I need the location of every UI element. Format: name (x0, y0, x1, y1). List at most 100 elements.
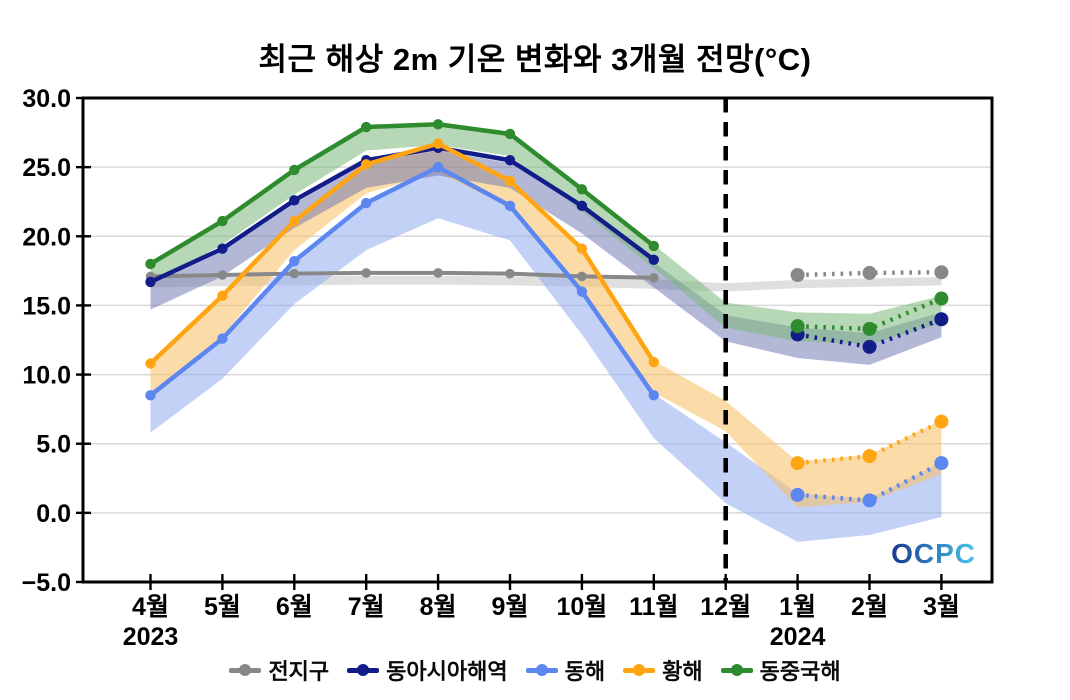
y-tick-label: 15.0 (22, 292, 71, 320)
legend-line-marker-global (229, 664, 262, 676)
x-tick-label: 12월 (700, 593, 751, 621)
observed-line-yellow-sea (148, 141, 657, 366)
legend-label-global: 전지구 (268, 659, 330, 684)
legend-dot-global (239, 664, 252, 676)
observed-point-east-asia-seas (576, 200, 588, 212)
legend-line-marker-yellow-sea (623, 664, 656, 676)
observed-point-east-sea (145, 390, 156, 401)
observed-point-east-china-sea (432, 119, 444, 130)
observed-point-yellow-sea (289, 215, 300, 227)
x-tick-label: 3월 (923, 593, 960, 621)
x-tick-label: 4월 (132, 593, 169, 621)
legend-item-east-asia-seas: 동아시아해역 (347, 654, 508, 686)
observed-point-east-asia-seas (648, 254, 659, 265)
y-tick-label: 30.0 (22, 85, 71, 113)
observed-point-east-china-sea (289, 164, 300, 176)
legend-label-east-sea: 동해 (564, 659, 606, 684)
observed-point-east-sea (504, 200, 516, 212)
observed-point-east-sea (576, 286, 588, 297)
observed-point-global (217, 270, 228, 280)
y-tick-label: −5.0 (22, 569, 71, 597)
observed-point-yellow-sea (432, 138, 444, 149)
x-tick-label: 6월 (276, 593, 313, 621)
observed-point-east-asia-seas (145, 276, 156, 288)
legend-label-east-asia-seas: 동아시아해역 (386, 659, 508, 684)
observed-point-east-china-sea (576, 184, 588, 195)
forecast-point-east-china-sea (790, 319, 805, 334)
forecast-point-east-asia-seas (934, 312, 949, 327)
observed-point-east-china-sea (217, 215, 228, 227)
y-tick-label: 20.0 (22, 223, 71, 251)
legend-item-global: 전지구 (229, 654, 329, 686)
y-tick-label: 25.0 (22, 154, 71, 182)
climatology-band-east-china-sea (150, 122, 942, 345)
axis-frame (81, 96, 994, 584)
y-tick-label: 10.0 (22, 362, 71, 390)
year-label-2024: 2024 (770, 623, 826, 651)
observed-point-east-sea (432, 161, 444, 173)
observed-point-east-china-sea (648, 240, 659, 252)
x-tick-label: 7월 (348, 593, 385, 621)
observed-point-east-asia-seas (289, 195, 300, 206)
forecast-point-east-china-sea (934, 291, 949, 306)
observed-point-yellow-sea (217, 290, 228, 301)
observed-point-east-china-sea (361, 121, 372, 133)
observed-point-yellow-sea (504, 175, 516, 187)
chart-legend: 전지구 동아시아해역 동해 황해 동중국해 (0, 650, 1070, 690)
forecast-point-global (790, 268, 805, 283)
legend-dot-yellow-sea (633, 664, 646, 676)
y-tick-label: 0.0 (36, 500, 71, 528)
observed-point-yellow-sea (361, 159, 372, 170)
observed-line-east-sea (148, 164, 657, 398)
forecast-point-global (934, 265, 949, 280)
x-tick-label: 8월 (420, 593, 457, 621)
observed-point-east-china-sea (504, 128, 516, 140)
observed-point-yellow-sea (576, 243, 588, 254)
legend-item-yellow-sea: 황해 (623, 654, 703, 686)
forecast-point-east-china-sea (862, 321, 877, 336)
observed-point-east-sea (289, 255, 300, 267)
forecast-point-yellow-sea (934, 414, 949, 429)
forecast-point-yellow-sea (790, 456, 805, 471)
legend-item-east-sea: 동해 (525, 654, 606, 686)
legend-item-east-china-sea: 동중국해 (720, 654, 841, 686)
observed-point-east-sea (648, 390, 659, 401)
observed-point-global (289, 268, 300, 279)
year-label-2023: 2023 (123, 623, 179, 651)
observed-point-global (577, 271, 587, 282)
legend-dot-east-sea (535, 664, 548, 676)
forecast-point-east-sea (862, 493, 877, 508)
observed-point-east-asia-seas (504, 155, 516, 166)
observed-point-east-china-sea (145, 258, 156, 270)
legend-dot-east-china-sea (730, 664, 743, 676)
observed-line-east-china-sea (148, 122, 657, 267)
observed-point-global (361, 268, 372, 278)
legend-label-east-china-sea: 동중국해 (759, 659, 841, 684)
legend-line-marker-east-asia-seas (347, 664, 380, 676)
observed-point-yellow-sea (648, 356, 659, 368)
forecast-point-yellow-sea (862, 449, 877, 464)
ocpc-logo: OCPC (891, 538, 976, 569)
x-tick-label: 10월 (556, 593, 607, 621)
legend-label-yellow-sea: 황해 (662, 659, 703, 684)
forecast-point-east-asia-seas (862, 339, 877, 354)
legend-line-marker-east-china-sea (720, 664, 753, 676)
x-tick-label: 11월 (629, 593, 678, 621)
climatology-band-east-sea (150, 165, 942, 542)
observed-point-yellow-sea (145, 358, 156, 369)
observed-point-global (433, 268, 443, 278)
forecast-point-east-sea (934, 456, 949, 471)
observed-point-east-sea (361, 197, 372, 209)
forecast-point-global (862, 265, 877, 280)
observed-point-global (649, 272, 659, 283)
observed-point-east-sea (217, 333, 228, 344)
observed-point-east-asia-seas (217, 243, 228, 254)
observed-point-global (505, 268, 515, 279)
y-tick-label: 5.0 (36, 431, 71, 459)
x-tick-label: 1월 (779, 593, 816, 621)
x-tick-label: 9월 (492, 593, 529, 621)
forecast-point-east-sea (790, 487, 805, 502)
x-tick-label: 2월 (851, 593, 888, 621)
legend-line-marker-east-sea (525, 664, 558, 676)
